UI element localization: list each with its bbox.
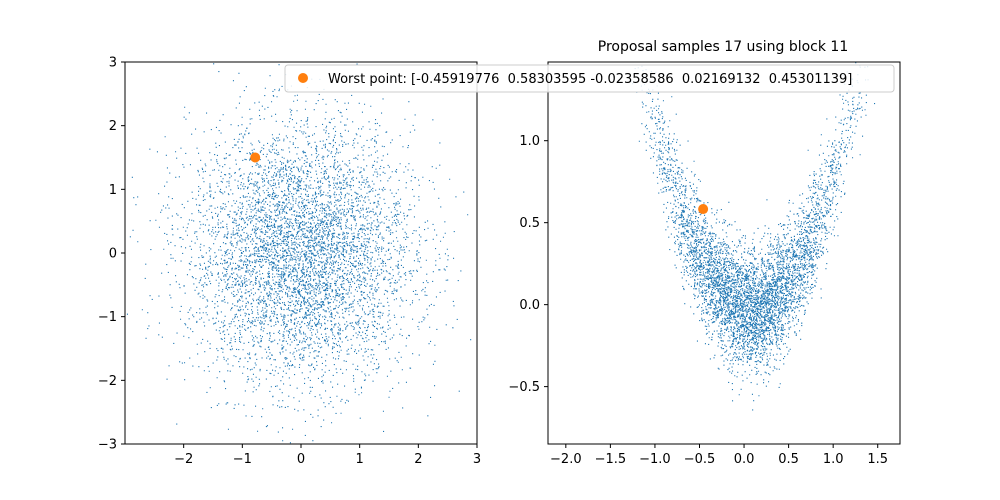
worst-point-marker (250, 152, 261, 163)
y-tick-label: 0.5 (519, 216, 540, 231)
legend: Worst point: [-0.45919776 0.58303595 -0.… (284, 64, 895, 93)
left-scatter-panel: −2 −1 0 1 2 3 −3 −2 −1 0 1 2 3 (98, 56, 481, 468)
sample-points (126, 63, 472, 444)
x-tick-label: 3 (473, 452, 481, 467)
legend-label: Worst point: [-0.45919776 0.58303595 -0.… (328, 72, 852, 87)
left-y-axis: −3 −2 −1 0 1 2 3 (98, 56, 125, 453)
left-x-axis: −2 −1 0 1 2 3 (174, 444, 481, 467)
x-tick-label: 0.5 (778, 452, 799, 467)
y-tick-label: 2 (109, 119, 117, 134)
x-tick-label: 0.0 (734, 452, 755, 467)
right-y-axis: −0.5 0.0 0.5 1.0 (508, 134, 548, 395)
y-tick-label: 0 (109, 247, 117, 262)
y-tick-label: 3 (109, 56, 117, 71)
worst-point-marker (698, 204, 709, 215)
x-tick-label: 1 (356, 452, 364, 467)
y-tick-label: 0.0 (519, 298, 540, 313)
x-tick-label: −0.5 (684, 452, 716, 467)
legend-marker (298, 73, 308, 83)
legend-box (284, 64, 895, 93)
y-tick-label: 1 (109, 183, 117, 198)
right-worst-point-layer (698, 204, 709, 215)
left-worst-point-layer (250, 152, 261, 163)
right-scatter-panel: Proposal samples 17 using block 11 −2.0−… (508, 39, 901, 467)
left-sample-cloud (126, 63, 472, 444)
x-tick-label: 1.0 (823, 452, 844, 467)
x-tick-label: −1.5 (595, 452, 627, 467)
y-tick-label: −3 (98, 438, 117, 453)
x-tick-label: −1 (233, 452, 252, 467)
x-tick-label: 1.5 (867, 452, 888, 467)
x-tick-label: 2 (414, 452, 422, 467)
x-tick-label: −2.0 (550, 452, 582, 467)
x-tick-label: −2 (174, 452, 193, 467)
axes-frame (547, 61, 901, 445)
y-tick-label: 1.0 (519, 134, 540, 149)
y-tick-label: −1 (98, 310, 117, 325)
y-tick-label: −0.5 (508, 380, 540, 395)
x-tick-label: 0 (297, 452, 305, 467)
right-x-axis: −2.0 −1.5 −1.0 −0.5 0.0 0.5 1.0 1.5 (550, 444, 888, 467)
chart-title: Proposal samples 17 using block 11 (598, 39, 848, 55)
right-axes-frame (547, 61, 901, 445)
y-tick-label: −2 (98, 374, 117, 389)
x-tick-label: −1.0 (639, 452, 671, 467)
